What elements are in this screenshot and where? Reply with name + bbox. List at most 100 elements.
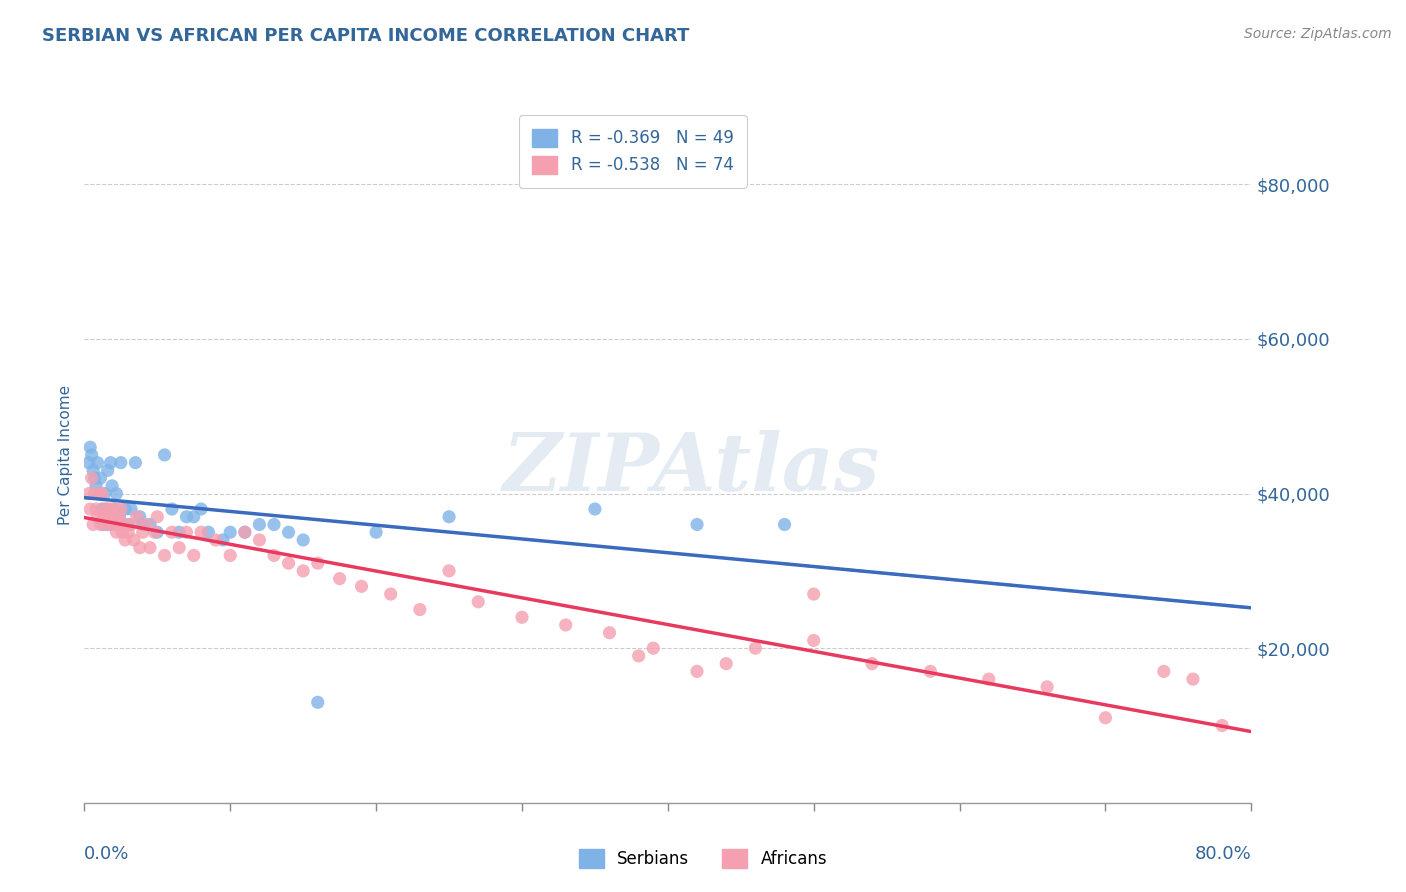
Point	[627, 648, 650, 663]
Point	[350, 579, 373, 593]
Point	[110, 502, 132, 516]
Point	[247, 517, 270, 532]
Point	[277, 525, 299, 540]
Point	[292, 564, 315, 578]
Point	[114, 502, 136, 516]
Point	[90, 502, 112, 516]
Point	[86, 509, 108, 524]
Point	[87, 486, 110, 500]
Point	[167, 525, 190, 540]
Point	[1181, 672, 1204, 686]
Point	[1211, 718, 1233, 732]
Point	[91, 509, 114, 524]
Point	[803, 587, 825, 601]
Point	[139, 517, 162, 532]
Point	[143, 525, 166, 540]
Point	[437, 509, 460, 524]
Point	[247, 533, 270, 547]
Point	[125, 509, 148, 524]
Point	[307, 556, 329, 570]
Point	[773, 517, 796, 532]
Point	[219, 525, 242, 540]
Point	[1094, 711, 1116, 725]
Point	[1036, 680, 1059, 694]
Point	[920, 665, 942, 679]
Point	[554, 618, 576, 632]
Point	[132, 525, 155, 540]
Point	[714, 657, 737, 671]
Point	[128, 541, 150, 555]
Point	[101, 517, 124, 532]
Point	[94, 502, 117, 516]
Point	[83, 471, 105, 485]
Point	[977, 672, 1000, 686]
Point	[329, 572, 352, 586]
Point	[108, 509, 131, 524]
Point	[219, 549, 242, 563]
Point	[467, 595, 489, 609]
Point	[212, 533, 235, 547]
Point	[183, 509, 205, 524]
Point	[197, 525, 219, 540]
Point	[104, 502, 127, 516]
Point	[686, 517, 709, 532]
Point	[80, 471, 103, 485]
Point	[135, 517, 157, 532]
Point	[277, 556, 299, 570]
Point	[117, 525, 139, 540]
Point	[599, 625, 621, 640]
Point	[583, 502, 606, 516]
Point	[80, 448, 103, 462]
Point	[190, 502, 212, 516]
Point	[860, 657, 883, 671]
Point	[98, 517, 121, 532]
Text: SERBIAN VS AFRICAN PER CAPITA INCOME CORRELATION CHART: SERBIAN VS AFRICAN PER CAPITA INCOME COR…	[42, 27, 689, 45]
Point	[108, 509, 131, 524]
Point	[103, 502, 125, 516]
Point	[112, 517, 135, 532]
Point	[204, 533, 226, 547]
Point	[97, 463, 120, 477]
Point	[1153, 665, 1175, 679]
Legend: Serbians, Africans: Serbians, Africans	[572, 843, 834, 875]
Point	[233, 525, 256, 540]
Point	[122, 533, 145, 547]
Point	[82, 463, 104, 477]
Point	[409, 602, 432, 616]
Text: 0.0%: 0.0%	[84, 845, 129, 863]
Point	[117, 517, 139, 532]
Point	[233, 525, 256, 540]
Point	[107, 517, 129, 532]
Point	[146, 525, 169, 540]
Point	[105, 525, 128, 540]
Point	[132, 517, 155, 532]
Point	[89, 471, 111, 485]
Point	[96, 502, 118, 516]
Point	[190, 525, 212, 540]
Point	[96, 517, 118, 532]
Point	[153, 448, 176, 462]
Point	[79, 502, 101, 516]
Point	[120, 517, 142, 532]
Point	[128, 509, 150, 524]
Point	[82, 517, 104, 532]
Point	[437, 564, 460, 578]
Point	[139, 541, 162, 555]
Point	[97, 502, 120, 516]
Point	[153, 549, 176, 563]
Point	[77, 486, 100, 500]
Point	[643, 641, 665, 656]
Point	[510, 610, 533, 624]
Point	[160, 502, 183, 516]
Point	[160, 525, 183, 540]
Point	[114, 533, 136, 547]
Point	[100, 456, 122, 470]
Point	[86, 456, 108, 470]
Point	[83, 486, 105, 500]
Point	[101, 479, 124, 493]
Point	[84, 479, 107, 493]
Point	[77, 456, 100, 470]
Point	[176, 525, 198, 540]
Point	[120, 502, 142, 516]
Point	[110, 456, 132, 470]
